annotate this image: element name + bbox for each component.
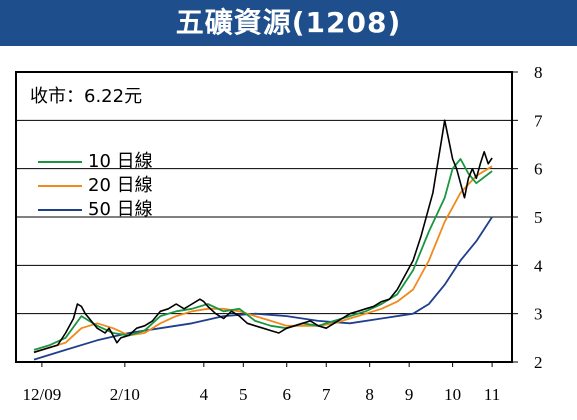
header-bar: 五礦資源(1208) bbox=[0, 0, 577, 46]
chart-title: 五礦資源(1208) bbox=[175, 6, 402, 39]
x-tick-label-0: 12/09 bbox=[23, 385, 62, 404]
legend-swatch-ma10 bbox=[38, 161, 82, 163]
x-tick-label-3: 5 bbox=[239, 385, 248, 404]
legend-swatch-ma50 bbox=[38, 209, 82, 211]
series-line-price bbox=[33, 119, 493, 354]
legend-swatch-ma20 bbox=[38, 185, 82, 187]
legend-label-ma10: 10 日線 bbox=[88, 151, 153, 172]
y-tick-label-3: 3 bbox=[534, 305, 543, 324]
series-line-ma20 bbox=[33, 165, 493, 354]
x-tick-label-2: 4 bbox=[200, 385, 209, 404]
y-tick-label-6: 6 bbox=[534, 160, 543, 179]
series-line-ma10 bbox=[33, 158, 493, 351]
series-line-ma50 bbox=[33, 216, 493, 361]
x-tick-label-5: 7 bbox=[322, 385, 331, 404]
y-tick-label-2: 2 bbox=[534, 353, 543, 372]
x-tick-label-4: 6 bbox=[282, 385, 291, 404]
closing-price-label: 收市：6.22元 bbox=[30, 86, 143, 107]
y-tick-label-5: 5 bbox=[534, 208, 543, 227]
x-tick-label-6: 8 bbox=[365, 385, 374, 404]
y-tick-label-7: 7 bbox=[534, 111, 543, 130]
x-tick-label-7: 9 bbox=[405, 385, 414, 404]
x-tick-label-9: 11 bbox=[484, 385, 500, 404]
x-tick-label-1: 2/10 bbox=[110, 385, 140, 404]
y-tick-label-8: 8 bbox=[534, 63, 543, 82]
legend-label-ma50: 50 日線 bbox=[88, 199, 153, 220]
legend-label-ma20: 20 日線 bbox=[88, 175, 153, 196]
y-tick-label-4: 4 bbox=[534, 256, 543, 275]
x-tick-label-8: 10 bbox=[444, 385, 461, 404]
